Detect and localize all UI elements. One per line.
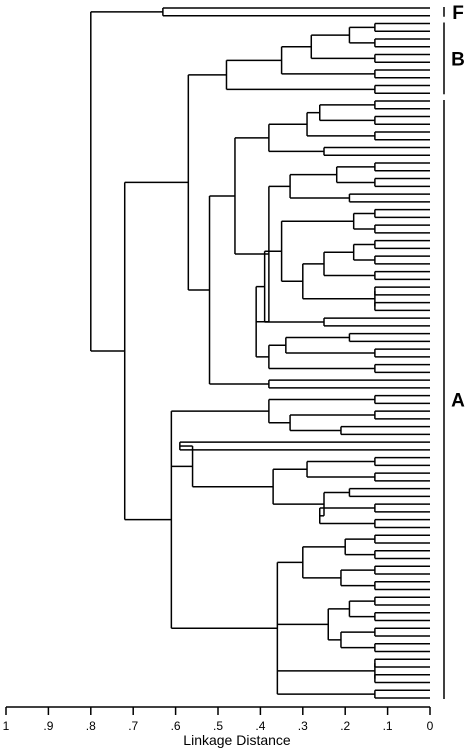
x-tick-label: .9 <box>43 719 53 733</box>
x-tick-label: .7 <box>128 719 138 733</box>
dendrogram-branches <box>90 7 430 699</box>
x-tick-label: .5 <box>213 719 223 733</box>
cluster-brackets: F B A <box>443 3 465 699</box>
x-tick-label: .1 <box>383 719 393 733</box>
x-tick-label: 0 <box>427 719 434 733</box>
x-tick-label: .2 <box>340 719 350 733</box>
x-tick-label: .4 <box>255 719 265 733</box>
cluster-label-f: F <box>452 3 464 24</box>
cluster-label-b: B <box>451 49 465 70</box>
x-tick-label: .6 <box>171 719 181 733</box>
x-axis: Linkage Distance 1 .9 .8 .7 .6 .5 .4 .3 .2 .1 0 <box>3 706 434 748</box>
x-tick-label: .8 <box>86 719 96 733</box>
x-tick-label: .3 <box>298 719 308 733</box>
x-tick-label: 1 <box>3 719 10 733</box>
x-axis-title: Linkage Distance <box>183 732 291 748</box>
cluster-label-a: A <box>451 391 465 412</box>
